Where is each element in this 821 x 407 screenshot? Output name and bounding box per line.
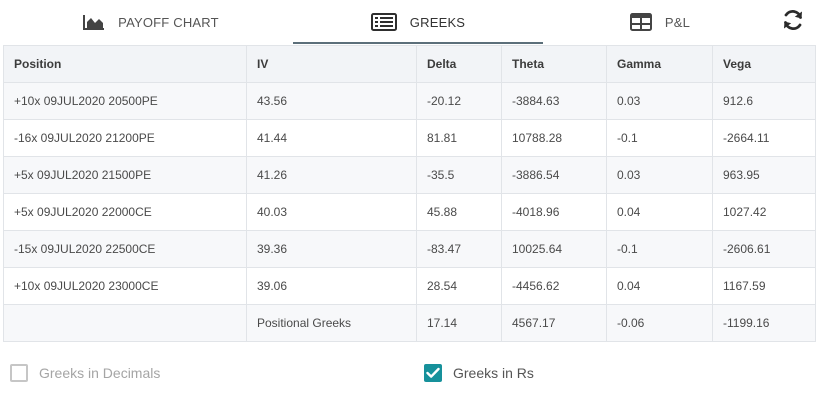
greeks-in-rs-label: Greeks in Rs bbox=[453, 365, 534, 381]
totals-theta: 4567.17 bbox=[501, 304, 607, 342]
cell-gamma: 0.03 bbox=[606, 156, 713, 194]
tab-bar: PAYOFF CHART GREEKS bbox=[0, 0, 821, 44]
table-row: -15x 09JUL2020 22500CE 39.36 -83.47 1002… bbox=[3, 230, 816, 268]
cell-iv: 43.56 bbox=[246, 82, 417, 120]
tab-greeks[interactable]: GREEKS bbox=[293, 0, 543, 44]
tab-payoff-chart[interactable]: PAYOFF CHART bbox=[46, 0, 256, 44]
tab-pnl-label: P&L bbox=[664, 14, 691, 30]
area-chart-icon bbox=[83, 14, 105, 30]
cell-position: +10x 09JUL2020 23000CE bbox=[3, 267, 247, 305]
tab-payoff-chart-label: PAYOFF CHART bbox=[118, 14, 219, 30]
tab-greeks-label: GREEKS bbox=[409, 14, 466, 30]
table-row: +5x 09JUL2020 21500PE 41.26 -35.5 -3886.… bbox=[3, 156, 816, 194]
checkbox-unchecked-icon bbox=[10, 364, 28, 382]
cell-position: +5x 09JUL2020 21500PE bbox=[3, 156, 247, 194]
cell-gamma: 0.04 bbox=[606, 193, 713, 231]
totals-gamma: -0.06 bbox=[606, 304, 713, 342]
cell-delta: 81.81 bbox=[416, 119, 502, 157]
table-header-row: Position IV Delta Theta Gamma Vega bbox=[3, 45, 816, 83]
table-list-icon bbox=[370, 13, 397, 31]
cell-delta: -20.12 bbox=[416, 82, 502, 120]
greeks-in-decimals-label: Greeks in Decimals bbox=[39, 365, 161, 381]
table-row: -16x 09JUL2020 21200PE 41.44 81.81 10788… bbox=[3, 119, 816, 157]
tab-pnl[interactable]: P&L bbox=[590, 0, 730, 44]
cell-vega: 963.95 bbox=[712, 156, 816, 194]
cell-vega: 1167.59 bbox=[712, 267, 816, 305]
cell-vega: -2606.61 bbox=[712, 230, 816, 268]
cell-gamma: -0.1 bbox=[606, 119, 713, 157]
header-gamma: Gamma bbox=[606, 45, 713, 83]
cell-gamma: -0.1 bbox=[606, 230, 713, 268]
grid-table-icon bbox=[629, 13, 652, 31]
greeks-in-rs-checkbox[interactable]: Greeks in Rs bbox=[424, 362, 534, 384]
totals-vega: -1199.16 bbox=[712, 304, 816, 342]
cell-theta: -4018.96 bbox=[501, 193, 607, 231]
cell-delta: 28.54 bbox=[416, 267, 502, 305]
table-row: +10x 09JUL2020 23000CE 39.06 28.54 -4456… bbox=[3, 267, 816, 305]
cell-vega: 1027.42 bbox=[712, 193, 816, 231]
cell-theta: -3884.63 bbox=[501, 82, 607, 120]
cell-gamma: 0.03 bbox=[606, 82, 713, 120]
cell-iv: 39.36 bbox=[246, 230, 417, 268]
greeks-table: Position IV Delta Theta Gamma Vega +10x … bbox=[3, 45, 816, 342]
table-row: +5x 09JUL2020 22000CE 40.03 45.88 -4018.… bbox=[3, 193, 816, 231]
cell-iv: 41.26 bbox=[246, 156, 417, 194]
cell-position: +10x 09JUL2020 20500PE bbox=[3, 82, 247, 120]
cell-delta: -35.5 bbox=[416, 156, 502, 194]
cell-theta: 10025.64 bbox=[501, 230, 607, 268]
cell-theta: -3886.54 bbox=[501, 156, 607, 194]
positional-greeks-row: Positional Greeks 17.14 4567.17 -0.06 -1… bbox=[3, 304, 816, 342]
cell-iv: 41.44 bbox=[246, 119, 417, 157]
refresh-button[interactable] bbox=[780, 9, 806, 35]
cell-theta: 10788.28 bbox=[501, 119, 607, 157]
cell-delta: -83.47 bbox=[416, 230, 502, 268]
totals-position-cell bbox=[3, 304, 247, 342]
cell-position: -16x 09JUL2020 21200PE bbox=[3, 119, 247, 157]
cell-vega: 912.6 bbox=[712, 82, 816, 120]
totals-delta: 17.14 bbox=[416, 304, 502, 342]
cell-iv: 39.06 bbox=[246, 267, 417, 305]
cell-gamma: 0.04 bbox=[606, 267, 713, 305]
cell-theta: -4456.62 bbox=[501, 267, 607, 305]
cell-iv: 40.03 bbox=[246, 193, 417, 231]
header-vega: Vega bbox=[712, 45, 816, 83]
header-delta: Delta bbox=[416, 45, 502, 83]
checkmark-icon bbox=[424, 364, 442, 382]
cell-vega: -2664.11 bbox=[712, 119, 816, 157]
table-row: +10x 09JUL2020 20500PE 43.56 -20.12 -388… bbox=[3, 82, 816, 120]
cell-position: -15x 09JUL2020 22500CE bbox=[3, 230, 247, 268]
header-theta: Theta bbox=[501, 45, 607, 83]
header-iv: IV bbox=[246, 45, 417, 83]
totals-label: Positional Greeks bbox=[246, 304, 417, 342]
greeks-in-decimals-checkbox[interactable]: Greeks in Decimals bbox=[10, 362, 160, 384]
cell-delta: 45.88 bbox=[416, 193, 502, 231]
cell-position: +5x 09JUL2020 22000CE bbox=[3, 193, 247, 231]
refresh-icon bbox=[781, 8, 805, 37]
header-position: Position bbox=[3, 45, 247, 83]
greeks-table-container: Position IV Delta Theta Gamma Vega +10x … bbox=[3, 45, 816, 342]
